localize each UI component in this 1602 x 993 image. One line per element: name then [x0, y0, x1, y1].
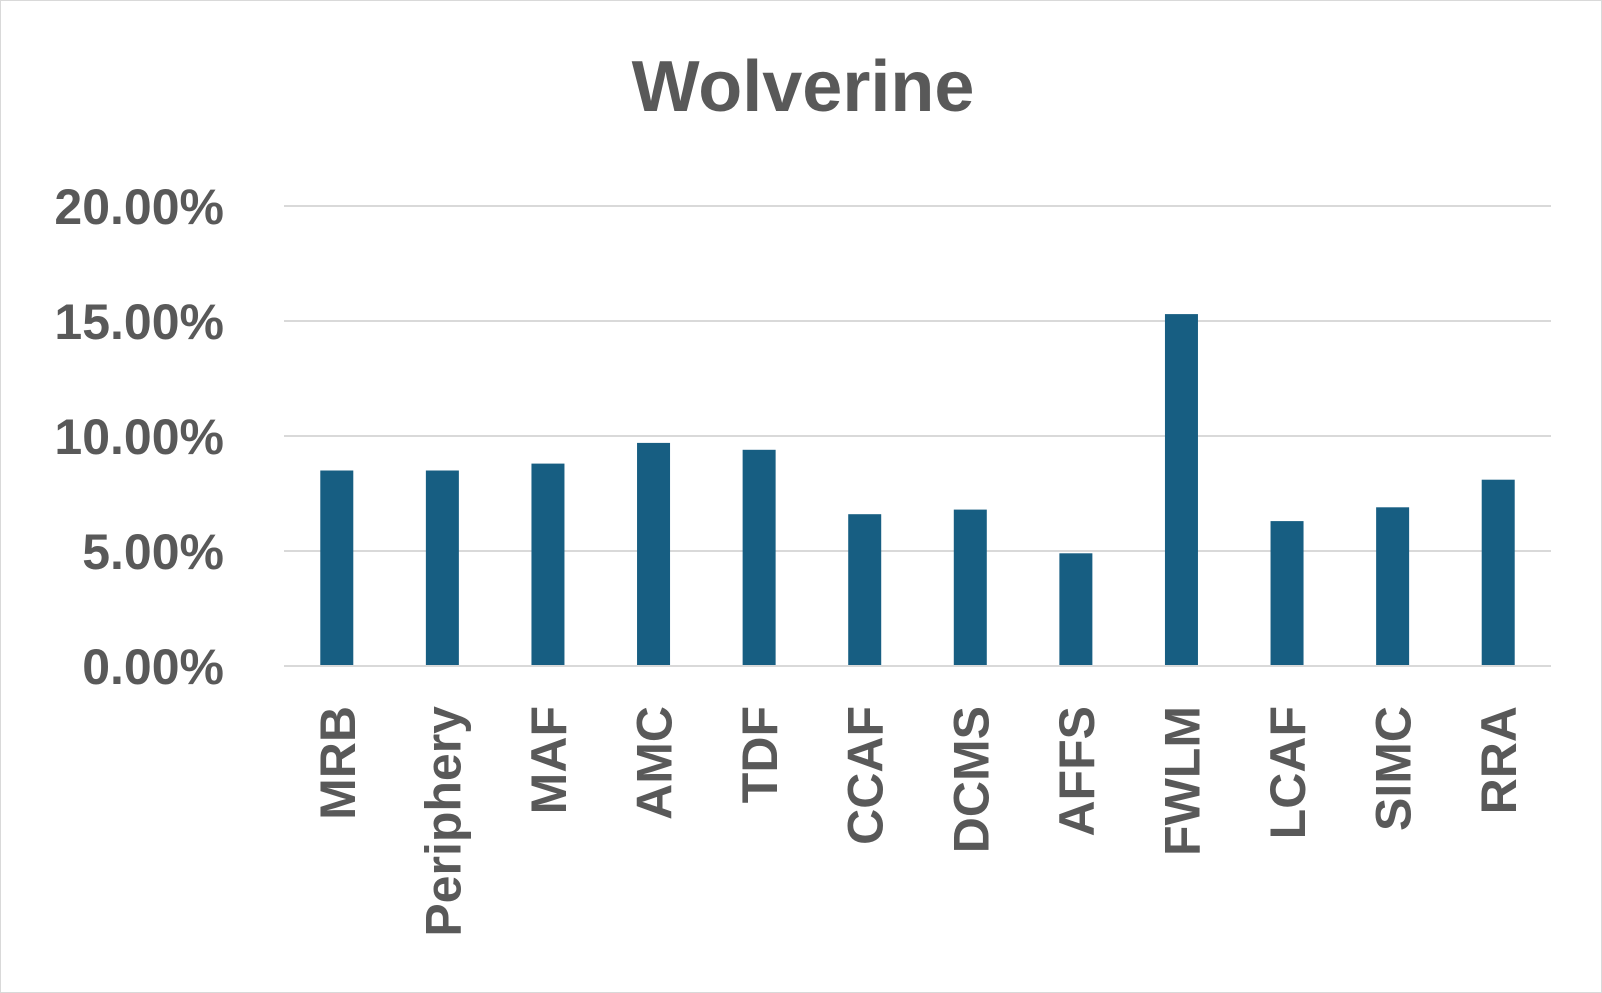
- gridlines: [284, 205, 1551, 667]
- x-tick-label: LCAF: [1260, 706, 1316, 839]
- x-tick-label: SIMC: [1366, 706, 1422, 831]
- bar-amc: [637, 442, 671, 666]
- y-tick-label: 5.00%: [82, 524, 224, 580]
- bar-affs: [1059, 553, 1093, 666]
- y-tick-label: 15.00%: [54, 294, 224, 350]
- x-tick-label: MAF: [521, 706, 577, 814]
- bars: [284, 314, 1551, 667]
- x-tick-label: FWLM: [1154, 706, 1210, 856]
- y-tick-label: 10.00%: [54, 409, 224, 465]
- x-axis-labels: MRB Periphery MAF AMC TDF CCAF DCMS AFFS FWLM LCA…: [310, 706, 1527, 937]
- y-axis-ticks: 0.00% 5.00% 10.00% 15.00% 20.00%: [54, 179, 224, 695]
- x-tick-label: CCAF: [838, 706, 894, 845]
- bar-fwlm: [1164, 314, 1198, 666]
- x-tick-label: Periphery: [415, 706, 471, 937]
- x-tick-label: DCMS: [943, 706, 999, 853]
- bar-mrb: [320, 470, 354, 666]
- bar-tdf: [742, 449, 776, 666]
- y-tick-label: 20.00%: [54, 179, 224, 235]
- bar-rra: [1481, 479, 1515, 666]
- x-tick-label: TDF: [732, 706, 788, 803]
- x-tick-label: RRA: [1471, 706, 1527, 814]
- bar-maf: [531, 463, 565, 666]
- chart-title: Wolverine: [632, 47, 975, 127]
- bar-simc: [1376, 507, 1410, 666]
- x-tick-label: AFFS: [1049, 706, 1105, 837]
- bar-ccaf: [848, 514, 882, 666]
- bar-periphery: [425, 470, 459, 666]
- bar-dcms: [953, 509, 987, 666]
- bar-lcaf: [1270, 521, 1304, 666]
- y-tick-label: 0.00%: [82, 639, 224, 695]
- x-tick-label: AMC: [627, 706, 683, 820]
- x-tick-label: MRB: [310, 706, 366, 820]
